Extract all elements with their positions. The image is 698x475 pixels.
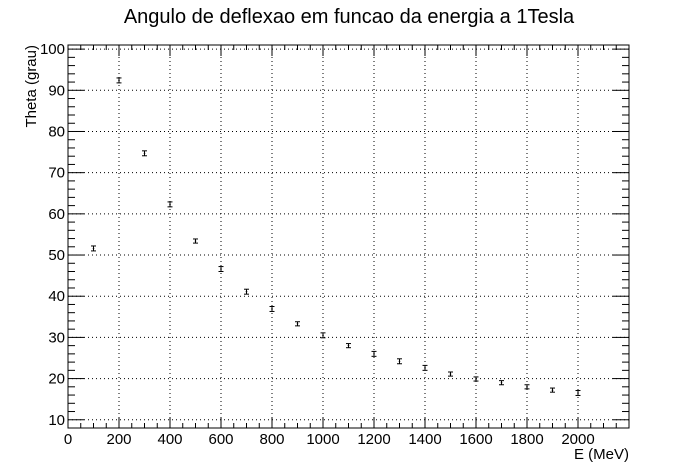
data-point — [142, 150, 147, 157]
data-marker — [245, 290, 248, 293]
data-marker — [551, 389, 554, 391]
data-marker — [500, 381, 503, 384]
x-tick-label: 0 — [64, 431, 72, 448]
chart-title: Angulo de deflexao em funcao da energia … — [124, 6, 575, 28]
data-point — [167, 201, 173, 208]
data-marker — [398, 360, 401, 363]
y-tick-label: 20 — [48, 371, 65, 388]
data-point — [550, 387, 555, 393]
x-tick-label: 1200 — [357, 431, 390, 448]
grid-lines — [68, 45, 629, 428]
y-axis-label: Theta (grau) — [23, 45, 40, 128]
data-point — [346, 343, 351, 349]
y-axis: 10 20 30 40 50 60 70 80 90 100 — [40, 41, 629, 429]
x-tick-label: 1600 — [459, 431, 492, 448]
data-point — [422, 364, 428, 371]
x-tick-label: 400 — [157, 431, 182, 448]
data-marker — [475, 378, 477, 380]
data-marker — [169, 203, 171, 206]
plot-frame — [67, 44, 630, 429]
data-marker — [373, 353, 375, 355]
x-tick-label: 2000 — [561, 431, 594, 448]
data-point — [575, 390, 581, 396]
data-marker — [118, 79, 120, 82]
data-point — [244, 288, 249, 295]
data-marker — [220, 268, 222, 270]
data-point — [295, 321, 300, 327]
data-point — [473, 376, 479, 382]
data-marker — [322, 334, 324, 337]
x-tick-label: 200 — [106, 431, 131, 448]
data-marker — [577, 392, 579, 394]
data-point — [193, 238, 198, 244]
y-tick-label: 40 — [48, 288, 65, 305]
data-marker — [143, 152, 146, 155]
y-tick-label: 80 — [48, 123, 65, 140]
y-tick-label: 60 — [48, 206, 65, 223]
data-marker — [271, 308, 273, 310]
y-tick-label: 90 — [48, 82, 65, 99]
data-point — [91, 245, 96, 252]
data-marker — [526, 386, 528, 388]
x-axis-label: E (MeV) — [574, 446, 629, 463]
x-axis: 0 200 400 600 800 1000 1200 1400 1600 1800 2000 — [64, 45, 617, 448]
y-tick-label: 100 — [40, 41, 65, 58]
data-point — [116, 77, 122, 84]
data-marker — [347, 344, 350, 347]
data-point — [397, 358, 402, 365]
data-marker — [424, 367, 426, 369]
x-tick-label: 1400 — [408, 431, 441, 448]
y-tick-label: 70 — [48, 165, 65, 182]
x-tick-label: 800 — [259, 431, 284, 448]
x-tick-label: 600 — [208, 431, 233, 448]
data-marker — [92, 247, 95, 250]
data-point — [269, 306, 275, 312]
data-marker — [194, 240, 197, 242]
data-point — [320, 332, 326, 339]
data-point — [499, 380, 504, 386]
x-tick-label: 1000 — [306, 431, 339, 448]
data-point — [524, 384, 530, 390]
data-point — [218, 266, 224, 273]
data-points — [91, 77, 581, 396]
data-point — [371, 350, 377, 357]
y-tick-label: 50 — [48, 247, 65, 264]
data-marker — [449, 373, 452, 375]
data-marker — [296, 323, 299, 325]
y-tick-label: 30 — [48, 329, 65, 346]
y-tick-label: 10 — [48, 412, 65, 429]
data-point — [448, 371, 453, 377]
x-tick-label: 1800 — [510, 431, 543, 448]
